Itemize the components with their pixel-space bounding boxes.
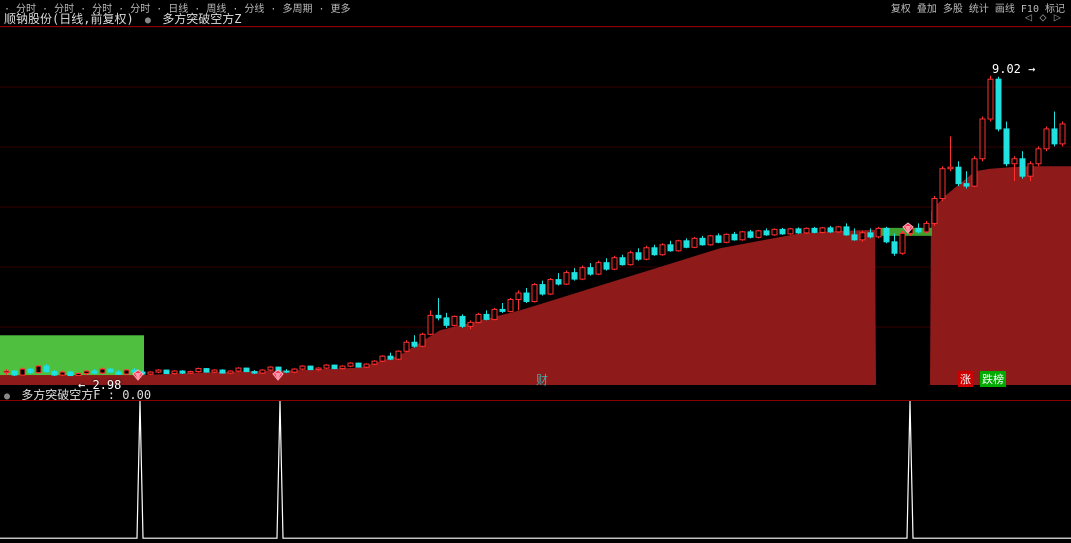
diamond-icon (902, 222, 914, 234)
price-high-label: 9.02 → (992, 62, 1035, 76)
diamond-icon (132, 369, 144, 381)
sub-indicator-chart[interactable] (0, 400, 1071, 540)
top-toolbar: · 分时 · 分时 · 分时 · 分时 · 日线 · 周线 · 分线 · 多周期… (0, 0, 1071, 10)
chart-header: 顺钠股份(日线,前复权) ● 多方突破空方Z ◁ ◇ ▷ (4, 10, 1067, 26)
label-diebang: 跌榜 (980, 371, 1006, 387)
main-candlestick-chart[interactable]: ← 2.98 9.02 → 财 涨 跌榜 (0, 26, 1071, 384)
chart-nav-arrows[interactable]: ◁ ◇ ▷ (1025, 10, 1061, 24)
bullet-icon: ● (145, 15, 151, 26)
diamond-icon (272, 369, 284, 381)
sub-chart-header: ● 多方突破空方F : 0.00 (4, 386, 1067, 400)
chart-title-a: 顺钠股份(日线,前复权) (4, 12, 134, 26)
chart-title-b: 多方突破空方Z (162, 12, 241, 26)
label-zhang: 涨 (958, 371, 973, 387)
